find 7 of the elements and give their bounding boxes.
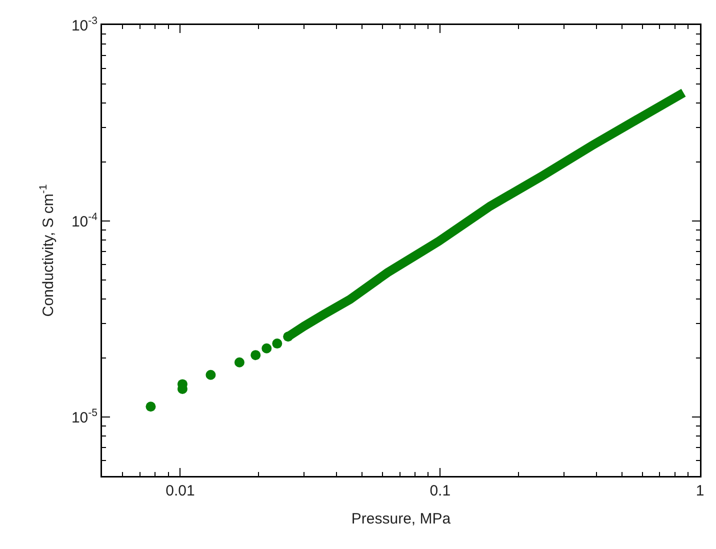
x-tick-label: 0.1 bbox=[430, 482, 451, 500]
y-tick-label: 10$^{-4}$ bbox=[71, 210, 98, 230]
y-tick-label: 10$^{-3}$ bbox=[71, 14, 98, 34]
y-tick-label: 10$^{-5}$ bbox=[71, 406, 98, 426]
x-axis-title: Pressure, MPa bbox=[351, 510, 452, 528]
x-tick-label: 0.01 bbox=[166, 482, 195, 500]
x-tick-label: 1 bbox=[696, 482, 704, 500]
